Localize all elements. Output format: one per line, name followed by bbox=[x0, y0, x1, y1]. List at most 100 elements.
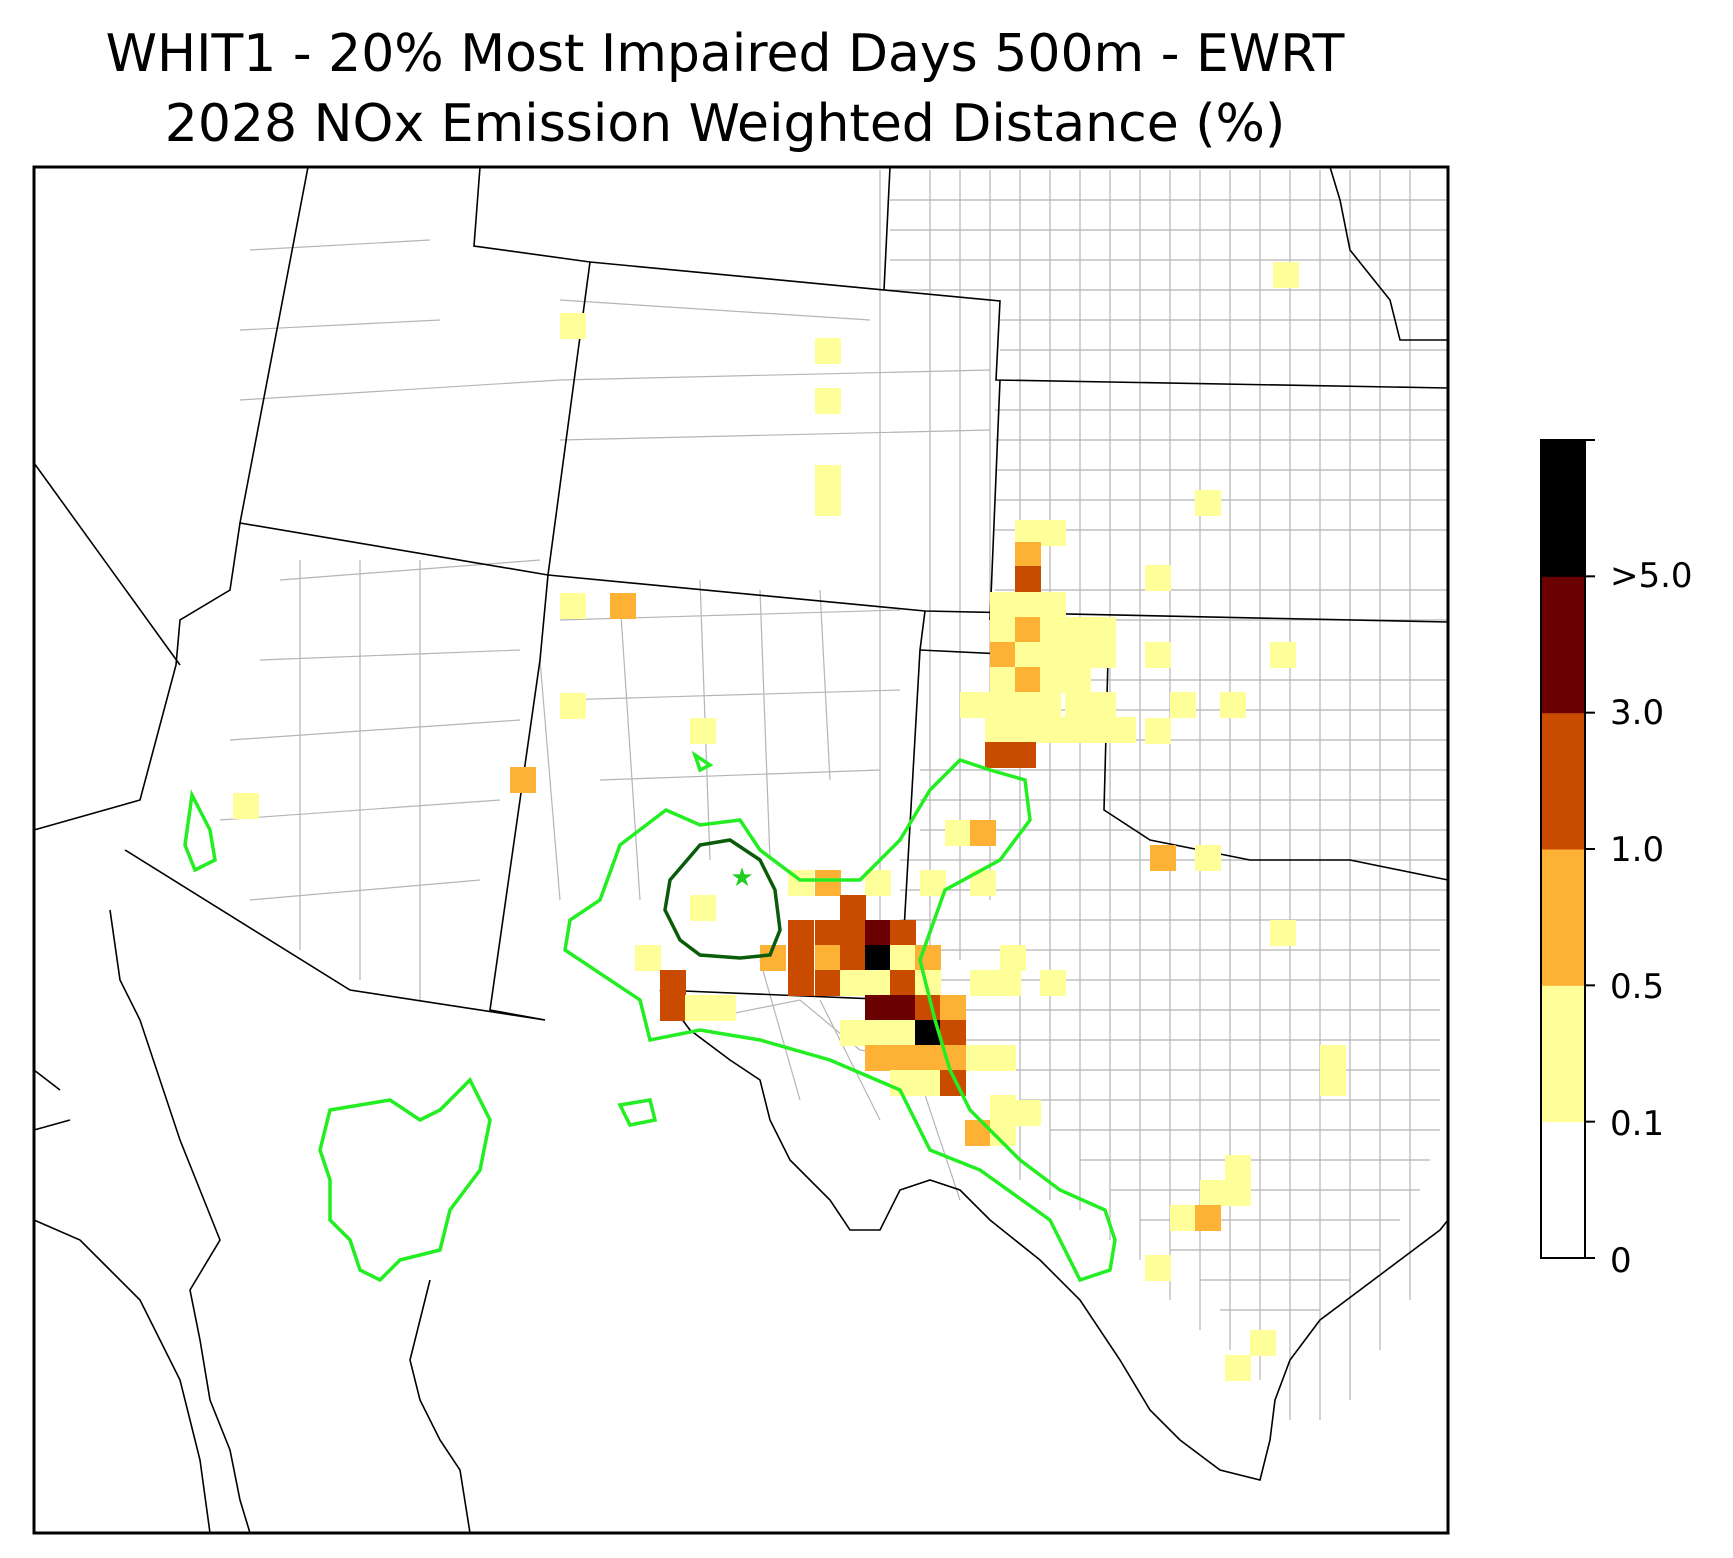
concentration-cell bbox=[635, 945, 661, 971]
concentration-cell bbox=[890, 945, 916, 971]
concentration-cell bbox=[1010, 717, 1036, 743]
colorbar-swatch-5 bbox=[1541, 440, 1585, 577]
concentration-cell bbox=[1015, 1100, 1041, 1126]
concentration-cell bbox=[1000, 945, 1026, 971]
concentration-cell bbox=[960, 692, 986, 718]
concentration-cell bbox=[1195, 490, 1221, 516]
concentration-cell bbox=[915, 995, 941, 1021]
concentration-cell bbox=[965, 1120, 991, 1146]
map-panel: ★ bbox=[32, 165, 1450, 1535]
concentration-cell bbox=[970, 820, 996, 846]
colorbar-label-0: 0 bbox=[1610, 1241, 1632, 1281]
concentration-cell bbox=[1270, 642, 1296, 668]
concentration-cell bbox=[990, 1095, 1016, 1121]
map-title-line-2: 2028 NOx Emission Weighted Distance (%) bbox=[164, 94, 1286, 154]
concentration-cell bbox=[660, 970, 686, 996]
concentration-cell bbox=[1040, 520, 1066, 546]
concentration-cell bbox=[1150, 845, 1176, 871]
concentration-cell bbox=[690, 718, 716, 744]
concentration-cell bbox=[815, 338, 841, 364]
county-boundaries bbox=[219, 170, 1448, 1420]
concentration-cell bbox=[815, 870, 841, 896]
colorbar-swatch-4 bbox=[1541, 576, 1585, 714]
coastline-and-border bbox=[33, 909, 1449, 1534]
concentration-cell bbox=[840, 945, 866, 971]
concentration-cell bbox=[1040, 642, 1066, 668]
concentration-cell bbox=[560, 593, 586, 619]
concentration-cell bbox=[788, 945, 814, 971]
concentration-cell bbox=[1060, 717, 1086, 743]
concentration-cell bbox=[1010, 742, 1036, 768]
concentration-cell bbox=[990, 617, 1016, 643]
outer-contour bbox=[183, 750, 1117, 1283]
concentration-cell bbox=[788, 920, 814, 946]
concentration-cell bbox=[1065, 692, 1091, 718]
concentration-cell bbox=[1195, 1205, 1221, 1231]
concentration-cell bbox=[710, 995, 736, 1021]
concentration-cell bbox=[990, 642, 1016, 668]
concentration-cell bbox=[1195, 845, 1221, 871]
concentration-cell bbox=[1015, 592, 1041, 618]
concentration-cell bbox=[1040, 617, 1066, 643]
concentration-cell bbox=[788, 970, 814, 996]
concentration-cell bbox=[945, 820, 971, 846]
concentration-cell bbox=[865, 970, 891, 996]
colorbar-label-0.5: 0.5 bbox=[1610, 967, 1665, 1007]
concentration-cell bbox=[865, 1020, 891, 1046]
concentration-cell bbox=[1015, 566, 1041, 592]
concentration-cell bbox=[815, 490, 841, 516]
concentration-cell bbox=[1170, 1205, 1196, 1231]
concentration-cell bbox=[1040, 592, 1066, 618]
concentration-cell bbox=[990, 592, 1016, 618]
concentration-cell bbox=[1040, 667, 1066, 693]
concentration-cell bbox=[865, 945, 891, 971]
concentration-cell bbox=[890, 1070, 916, 1096]
concentration-cell bbox=[1225, 1355, 1251, 1381]
concentration-cell bbox=[610, 593, 636, 619]
concentration-cell bbox=[660, 995, 686, 1021]
concentration-cell bbox=[940, 995, 966, 1021]
concentration-cells bbox=[233, 262, 1346, 1381]
concentration-cell bbox=[1015, 642, 1041, 668]
concentration-cell bbox=[1145, 1255, 1171, 1281]
concentration-cell bbox=[1145, 718, 1171, 744]
map-background bbox=[34, 167, 1448, 1533]
concentration-cell bbox=[1200, 1180, 1226, 1206]
colorbar-swatch-2 bbox=[1541, 849, 1585, 986]
concentration-cell bbox=[985, 692, 1011, 718]
concentration-cell bbox=[1170, 692, 1196, 718]
concentration-cell bbox=[890, 970, 916, 996]
concentration-cell bbox=[1015, 520, 1041, 546]
colorbar-label-3.0: 3.0 bbox=[1610, 693, 1665, 733]
concentration-cell bbox=[840, 970, 866, 996]
colorbar bbox=[1540, 439, 1595, 1259]
concentration-cell bbox=[965, 1045, 991, 1071]
concentration-cell bbox=[815, 465, 841, 491]
concentration-cell bbox=[1015, 542, 1041, 568]
concentration-cell bbox=[560, 693, 586, 719]
concentration-cell bbox=[990, 667, 1016, 693]
colorbar-label-0.1: 0.1 bbox=[1610, 1104, 1665, 1144]
concentration-cell bbox=[1225, 1155, 1251, 1181]
concentration-cell bbox=[890, 920, 916, 946]
concentration-cell bbox=[915, 1045, 941, 1071]
concentration-cell bbox=[1065, 642, 1091, 668]
concentration-cell bbox=[865, 870, 891, 896]
concentration-cell bbox=[690, 895, 716, 921]
map-title-line-1: WHIT1 - 20% Most Impaired Days 500m - EW… bbox=[105, 24, 1345, 84]
concentration-cell bbox=[1065, 617, 1091, 643]
concentration-cell bbox=[865, 1045, 891, 1071]
concentration-cell bbox=[1035, 717, 1061, 743]
concentration-cell bbox=[1145, 642, 1171, 668]
concentration-cell bbox=[890, 1020, 916, 1046]
colorbar-swatch-1 bbox=[1541, 985, 1585, 1123]
concentration-cell bbox=[1320, 1045, 1346, 1071]
concentration-cell bbox=[920, 870, 946, 896]
concentration-cell bbox=[815, 920, 841, 946]
concentration-cell bbox=[940, 1020, 966, 1046]
concentration-cell bbox=[985, 742, 1011, 768]
concentration-cell bbox=[510, 767, 536, 793]
concentration-cell bbox=[1090, 617, 1116, 643]
concentration-cell bbox=[1015, 667, 1041, 693]
